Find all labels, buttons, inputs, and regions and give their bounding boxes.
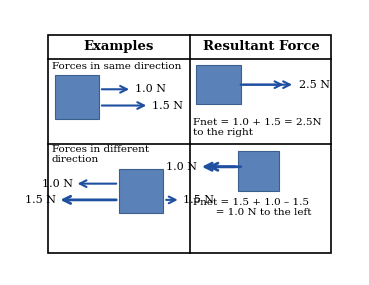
Text: Examples: Examples [83,40,153,53]
Text: 1.0 N: 1.0 N [42,179,73,189]
Bar [55,75,99,119]
Text: 1.5 N: 1.5 N [25,195,56,205]
Bar [119,169,163,213]
Text: 1.5 N: 1.5 N [183,195,214,205]
Text: 1.5 N: 1.5 N [152,101,183,111]
Text: Forces in same direction: Forces in same direction [52,62,181,71]
Text: 1.0 N: 1.0 N [166,162,197,172]
Text: 1.0 N: 1.0 N [135,84,166,94]
Bar [238,150,279,191]
Text: Forces in different
direction: Forces in different direction [52,145,149,164]
Text: Fnet = 1.5 + 1.0 – 1.5
       = 1.0 N to the left: Fnet = 1.5 + 1.0 – 1.5 = 1.0 N to the le… [193,198,312,217]
Text: 2.5 N: 2.5 N [299,80,330,90]
Text: Fnet = 1.0 + 1.5 = 2.5N
to the right: Fnet = 1.0 + 1.5 = 2.5N to the right [193,118,322,137]
Bar [196,65,241,104]
Text: Resultant Force: Resultant Force [203,40,320,53]
